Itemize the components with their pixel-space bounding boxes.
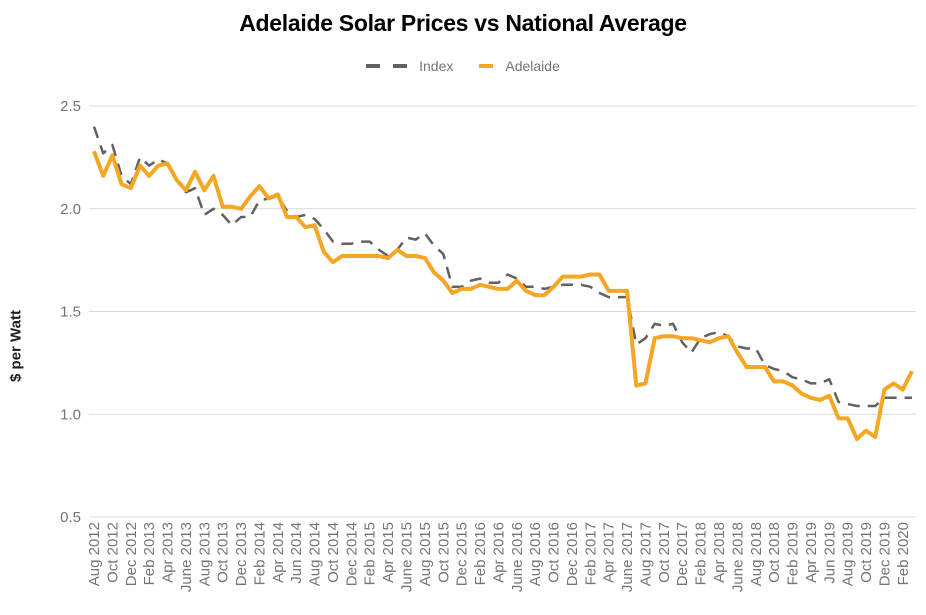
x-tick-label: Apr 2019 xyxy=(803,522,820,583)
legend: Index Adelaide xyxy=(0,58,926,74)
x-tick-label: Oct 2019 xyxy=(858,522,875,583)
x-tick-label: Dec 2019 xyxy=(876,522,893,586)
x-tick-label: June 2017 xyxy=(619,522,636,592)
y-tick-label: 2.5 xyxy=(60,98,81,115)
x-tick-label: Feb 2020 xyxy=(895,522,912,585)
x-tick-label: Feb 2014 xyxy=(251,522,268,585)
y-axis-ticks: 0.5 1.0 1.5 2.0 2.5 xyxy=(60,98,81,526)
x-tick-label: June 2016 xyxy=(509,522,526,592)
x-tick-label: Oct 2014 xyxy=(325,522,342,583)
x-tick-label: Aug 2015 xyxy=(417,522,434,586)
x-tick-label: Dec 2014 xyxy=(343,522,360,586)
y-tick-label: 0.5 xyxy=(60,509,81,526)
y-tick-label: 1.0 xyxy=(60,406,81,423)
legend-dash-swatch-icon xyxy=(393,64,408,68)
x-tick-label: Apr 2018 xyxy=(711,522,728,583)
x-tick-label: Dec 2016 xyxy=(564,522,581,586)
x-tick-label: Feb 2019 xyxy=(785,522,802,585)
x-tick-label: Feb 2013 xyxy=(141,522,158,585)
x-tick-label: Feb 2018 xyxy=(693,522,710,585)
x-tick-label: Dec 2017 xyxy=(674,522,691,586)
x-tick-label: Dec 2015 xyxy=(454,522,471,586)
x-tick-label: Oct 2012 xyxy=(104,522,121,583)
legend-item-adelaide[interactable]: Adelaide xyxy=(479,58,560,74)
series-line-adelaide xyxy=(92,150,914,441)
x-tick-label: Apr 2016 xyxy=(490,522,507,583)
x-tick-label: Aug 2013 xyxy=(196,522,213,586)
x-tick-label: Aug 2018 xyxy=(748,522,765,586)
x-tick-label: Apr 2013 xyxy=(160,522,177,583)
x-tick-label: Aug 2012 xyxy=(86,522,103,586)
x-tick-label: Aug 2019 xyxy=(840,522,857,586)
x-tick-label: Apr 2015 xyxy=(380,522,397,583)
x-tick-label: Feb 2017 xyxy=(582,522,599,585)
x-tick-label: Jun 2014 xyxy=(288,522,305,584)
x-tick-label: Feb 2015 xyxy=(362,522,379,585)
series-line-index xyxy=(92,126,912,408)
x-tick-label: June 2013 xyxy=(178,522,195,592)
x-tick-label: Aug 2017 xyxy=(637,522,654,586)
series-lines xyxy=(92,126,914,441)
x-tick-label: Oct 2016 xyxy=(546,522,563,583)
y-tick-label: 2.0 xyxy=(60,201,81,218)
x-tick-label: Dec 2013 xyxy=(233,522,250,586)
x-axis-ticks: Aug 2012 Oct 2012 Dec 2012 Feb 2013 Apr 2013… xyxy=(86,522,912,592)
x-tick-label: Aug 2014 xyxy=(307,522,324,586)
x-tick-label: Oct 2013 xyxy=(215,522,232,583)
x-tick-label: Dec 2012 xyxy=(123,522,140,586)
x-tick-label: Oct 2015 xyxy=(435,522,452,583)
x-tick-label: June 2018 xyxy=(729,522,746,592)
x-tick-label: Apr 2017 xyxy=(601,522,618,583)
legend-item-index[interactable]: Index xyxy=(366,58,453,74)
gridlines xyxy=(89,105,916,518)
legend-dash-swatch-icon xyxy=(366,64,381,68)
legend-label-index: Index xyxy=(419,58,454,74)
x-tick-label: June 2015 xyxy=(398,522,415,592)
x-tick-label: Aug 2016 xyxy=(527,522,544,586)
x-tick-label: Oct 2018 xyxy=(766,522,783,583)
x-tick-label: Oct 2017 xyxy=(656,522,673,583)
x-tick-label: Jun 2019 xyxy=(821,522,838,584)
x-tick-label: Feb 2016 xyxy=(472,522,489,585)
y-tick-label: 1.5 xyxy=(60,304,81,321)
x-tick-label: Apr 2014 xyxy=(270,522,287,583)
legend-solid-swatch-icon xyxy=(479,64,494,68)
chart-title: Adelaide Solar Prices vs National Averag… xyxy=(239,10,687,36)
legend-label-adelaide: Adelaide xyxy=(505,58,560,74)
